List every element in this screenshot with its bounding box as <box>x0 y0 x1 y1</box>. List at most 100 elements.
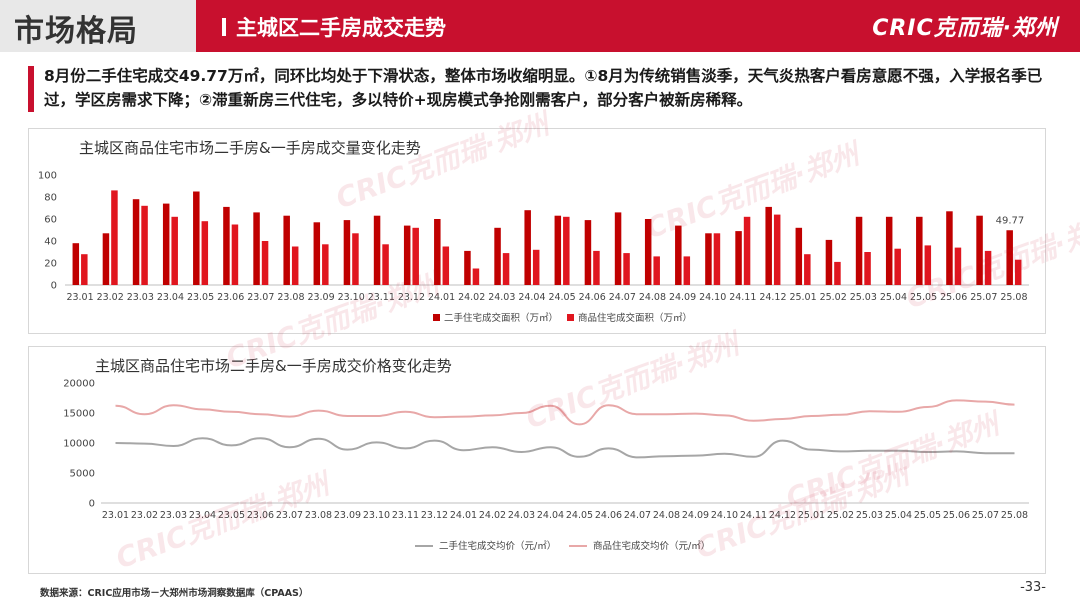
bar-second-hand <box>373 215 381 285</box>
x-tick-label: 23.04 <box>157 292 184 303</box>
x-tick-label: 23.09 <box>334 510 361 521</box>
x-tick-label: 24.06 <box>579 292 606 303</box>
x-tick-label: 23.07 <box>276 510 303 521</box>
x-tick-label: 25.03 <box>856 510 883 521</box>
legend-label: 商品住宅成交均价（元/㎡） <box>593 540 710 552</box>
x-tick-label: 23.11 <box>392 510 419 521</box>
legend-label: 二手住宅成交面积（万㎡） <box>444 312 558 324</box>
y-tick-label: 0 <box>51 281 57 292</box>
x-tick-label: 23.01 <box>102 510 129 521</box>
bar-second-hand <box>223 206 230 285</box>
bar-new-home <box>352 233 359 285</box>
bar-second-hand <box>403 225 411 285</box>
y-tick-label: 15000 <box>63 409 95 420</box>
x-tick-label: 25.03 <box>850 292 877 303</box>
x-tick-label: 25.07 <box>972 510 999 521</box>
bar-second-hand <box>464 250 471 285</box>
x-tick-label: 25.01 <box>789 292 816 303</box>
bar-second-hand <box>946 211 953 285</box>
y-tick-label: 20000 <box>63 379 95 390</box>
bar-second-hand <box>283 215 290 285</box>
x-tick-label: 23.12 <box>421 510 448 521</box>
bar-new-home <box>291 246 299 285</box>
bar-second-hand <box>644 219 652 285</box>
x-tick-label: 23.05 <box>187 292 214 303</box>
summary-accent-bar <box>28 66 34 112</box>
x-tick-label: 24.04 <box>518 292 545 303</box>
bar-new-home <box>171 216 178 285</box>
bar-second-hand <box>614 212 622 285</box>
x-tick-label: 23.12 <box>398 292 425 303</box>
x-tick-label: 25.01 <box>798 510 825 521</box>
x-tick-label: 23.10 <box>338 292 365 303</box>
bar-new-home <box>653 256 660 285</box>
price-chart-title: 主城区商品住宅市场二手房&一手房成交价格变化走势 <box>95 357 452 375</box>
x-tick-label: 23.08 <box>277 292 304 303</box>
bar-second-hand <box>162 203 170 285</box>
price-chart-panel: 主城区商品住宅市场二手房&一手房成交价格变化走势 0 5000 10000 15000… <box>28 346 1046 574</box>
x-tick-label: 23.03 <box>160 510 187 521</box>
bar-second-hand <box>705 233 712 285</box>
x-tick-label: 24.12 <box>759 292 786 303</box>
y-tick-label: 40 <box>44 237 57 248</box>
x-tick-label: 23.06 <box>247 510 274 521</box>
data-label: 49.77 <box>996 215 1025 226</box>
bar-new-home <box>804 254 811 285</box>
x-tick-label: 24.03 <box>508 510 535 521</box>
y-tick-label: 80 <box>44 193 57 204</box>
header-bar: 市场格局 主城区二手房成交走势 CRIC克而瑞·郑州 <box>0 0 1080 52</box>
summary-text: 8月份二手住宅成交49.77万㎡，同环比均处于下滑状态，整体市场收缩明显。①8月… <box>44 67 1043 109</box>
x-tick-label: 23.09 <box>307 292 334 303</box>
bar-second-hand <box>434 219 441 285</box>
x-tick-label: 23.02 <box>131 510 158 521</box>
x-tick-label: 23.03 <box>127 292 154 303</box>
legend-label: 二手住宅成交均价（元/㎡） <box>439 540 556 552</box>
x-tick-label: 25.05 <box>914 510 941 521</box>
bar-new-home <box>924 245 932 285</box>
bar-new-home <box>1014 259 1022 285</box>
x-tick-label: 25.02 <box>827 510 854 521</box>
bar-new-home <box>382 244 389 285</box>
bar-new-home <box>593 250 600 285</box>
bar-new-home <box>81 254 88 285</box>
bar-second-hand <box>795 227 803 285</box>
x-tick-label: 24.08 <box>639 292 666 303</box>
bar-new-home <box>864 252 871 285</box>
bar-new-home <box>412 227 419 285</box>
bar-new-home <box>743 216 751 285</box>
x-tick-label: 24.11 <box>729 292 756 303</box>
page-subtitle: 主城区二手房成交走势 <box>236 15 446 40</box>
bar-second-hand <box>765 206 772 285</box>
x-tick-label: 25.07 <box>970 292 997 303</box>
x-tick-label: 25.08 <box>1000 292 1027 303</box>
x-tick-label: 24.02 <box>479 510 506 521</box>
x-tick-label: 23.08 <box>305 510 332 521</box>
page-number: -33- <box>1020 580 1046 595</box>
bar-new-home <box>141 205 148 285</box>
x-tick-label: 23.05 <box>218 510 245 521</box>
bar-second-hand <box>72 243 80 285</box>
x-tick-label: 23.11 <box>368 292 395 303</box>
bar-second-hand <box>102 233 110 285</box>
y-tick-label: 5000 <box>70 469 95 480</box>
bar-second-hand <box>132 199 140 285</box>
bar-new-home <box>502 253 510 285</box>
x-tick-label: 24.09 <box>682 510 709 521</box>
x-tick-label: 25.08 <box>1001 510 1028 521</box>
bar-second-hand <box>1006 230 1013 285</box>
x-tick-label: 24.03 <box>488 292 515 303</box>
x-tick-label: 23.06 <box>217 292 244 303</box>
bar-new-home <box>773 214 781 285</box>
bar-second-hand <box>584 220 592 285</box>
x-tick-label: 24.10 <box>699 292 726 303</box>
x-tick-label: 23.04 <box>189 510 216 521</box>
y-tick-label: 0 <box>89 499 95 510</box>
bar-new-home <box>322 244 329 285</box>
x-tick-label: 25.04 <box>885 510 912 521</box>
x-tick-label: 25.06 <box>940 292 967 303</box>
x-tick-label: 23.01 <box>66 292 93 303</box>
y-tick-label: 60 <box>44 215 57 226</box>
bar-second-hand <box>494 227 501 285</box>
y-tick-label: 10000 <box>63 439 95 450</box>
legend-label: 商品住宅成交面积（万㎡） <box>578 312 692 324</box>
